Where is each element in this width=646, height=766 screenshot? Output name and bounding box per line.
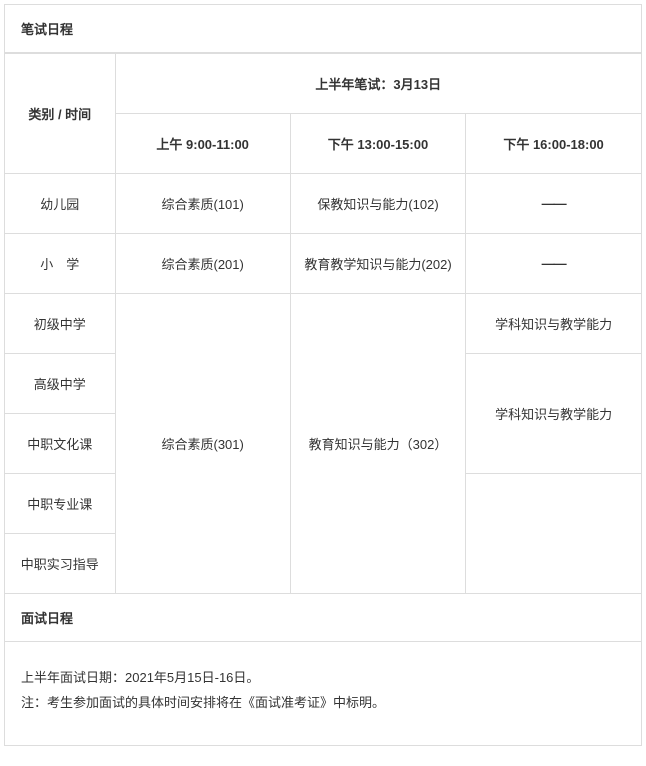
time-afternoon1: 下午 13:00-15:00 [290,114,465,174]
cell-merged-c2: 教育知识与能力（302） [290,294,465,594]
cell-pr-c1: 综合素质(201) [115,234,290,294]
row-junior: 初级中学 综合素质(301) 教育知识与能力（302） 学科知识与教学能力 [5,294,641,354]
time-afternoon2: 下午 16:00-18:00 [466,114,641,174]
label-senior: 高级中学 [5,354,115,414]
written-exam-header: 笔试日程 [5,5,641,53]
time-morning: 上午 9:00-11:00 [115,114,290,174]
cell-kg-c2: 保教知识与能力(102) [290,174,465,234]
cell-kg-c3: —— [466,174,641,234]
cell-sr-c3: 学科知识与教学能力 [466,354,641,474]
label-junior: 初级中学 [5,294,115,354]
label-voc-intern: 中职实习指导 [5,534,115,594]
interview-line2: 注：考生参加面试的具体时间安排将在《面试准考证》中标明。 [21,691,625,716]
interview-header: 面试日程 [5,594,641,642]
label-primary: 小 学 [5,234,115,294]
category-time-header: 类别 / 时间 [5,54,115,174]
written-exam-table: 类别 / 时间 上半年笔试：3月13日 上午 9:00-11:00 下午 13:… [5,53,641,594]
cell-merged-c1: 综合素质(301) [115,294,290,594]
row-kindergarten: 幼儿园 综合素质(101) 保教知识与能力(102) —— [5,174,641,234]
cell-voc-c3-empty [466,474,641,594]
cell-jr-c3: 学科知识与教学能力 [466,294,641,354]
label-voc-culture: 中职文化课 [5,414,115,474]
label-kindergarten: 幼儿园 [5,174,115,234]
cell-pr-c3: —— [466,234,641,294]
interview-info: 上半年面试日期：2021年5月15日-16日。 注：考生参加面试的具体时间安排将… [5,642,641,745]
schedule-container: 笔试日程 类别 / 时间 上半年笔试：3月13日 上午 9:00-11:00 下… [4,4,642,746]
exam-title: 上半年笔试：3月13日 [115,54,641,114]
header-row-1: 类别 / 时间 上半年笔试：3月13日 [5,54,641,114]
cell-pr-c2: 教育教学知识与能力(202) [290,234,465,294]
cell-kg-c1: 综合素质(101) [115,174,290,234]
row-primary: 小 学 综合素质(201) 教育教学知识与能力(202) —— [5,234,641,294]
label-voc-major: 中职专业课 [5,474,115,534]
interview-line1: 上半年面试日期：2021年5月15日-16日。 [21,666,625,691]
